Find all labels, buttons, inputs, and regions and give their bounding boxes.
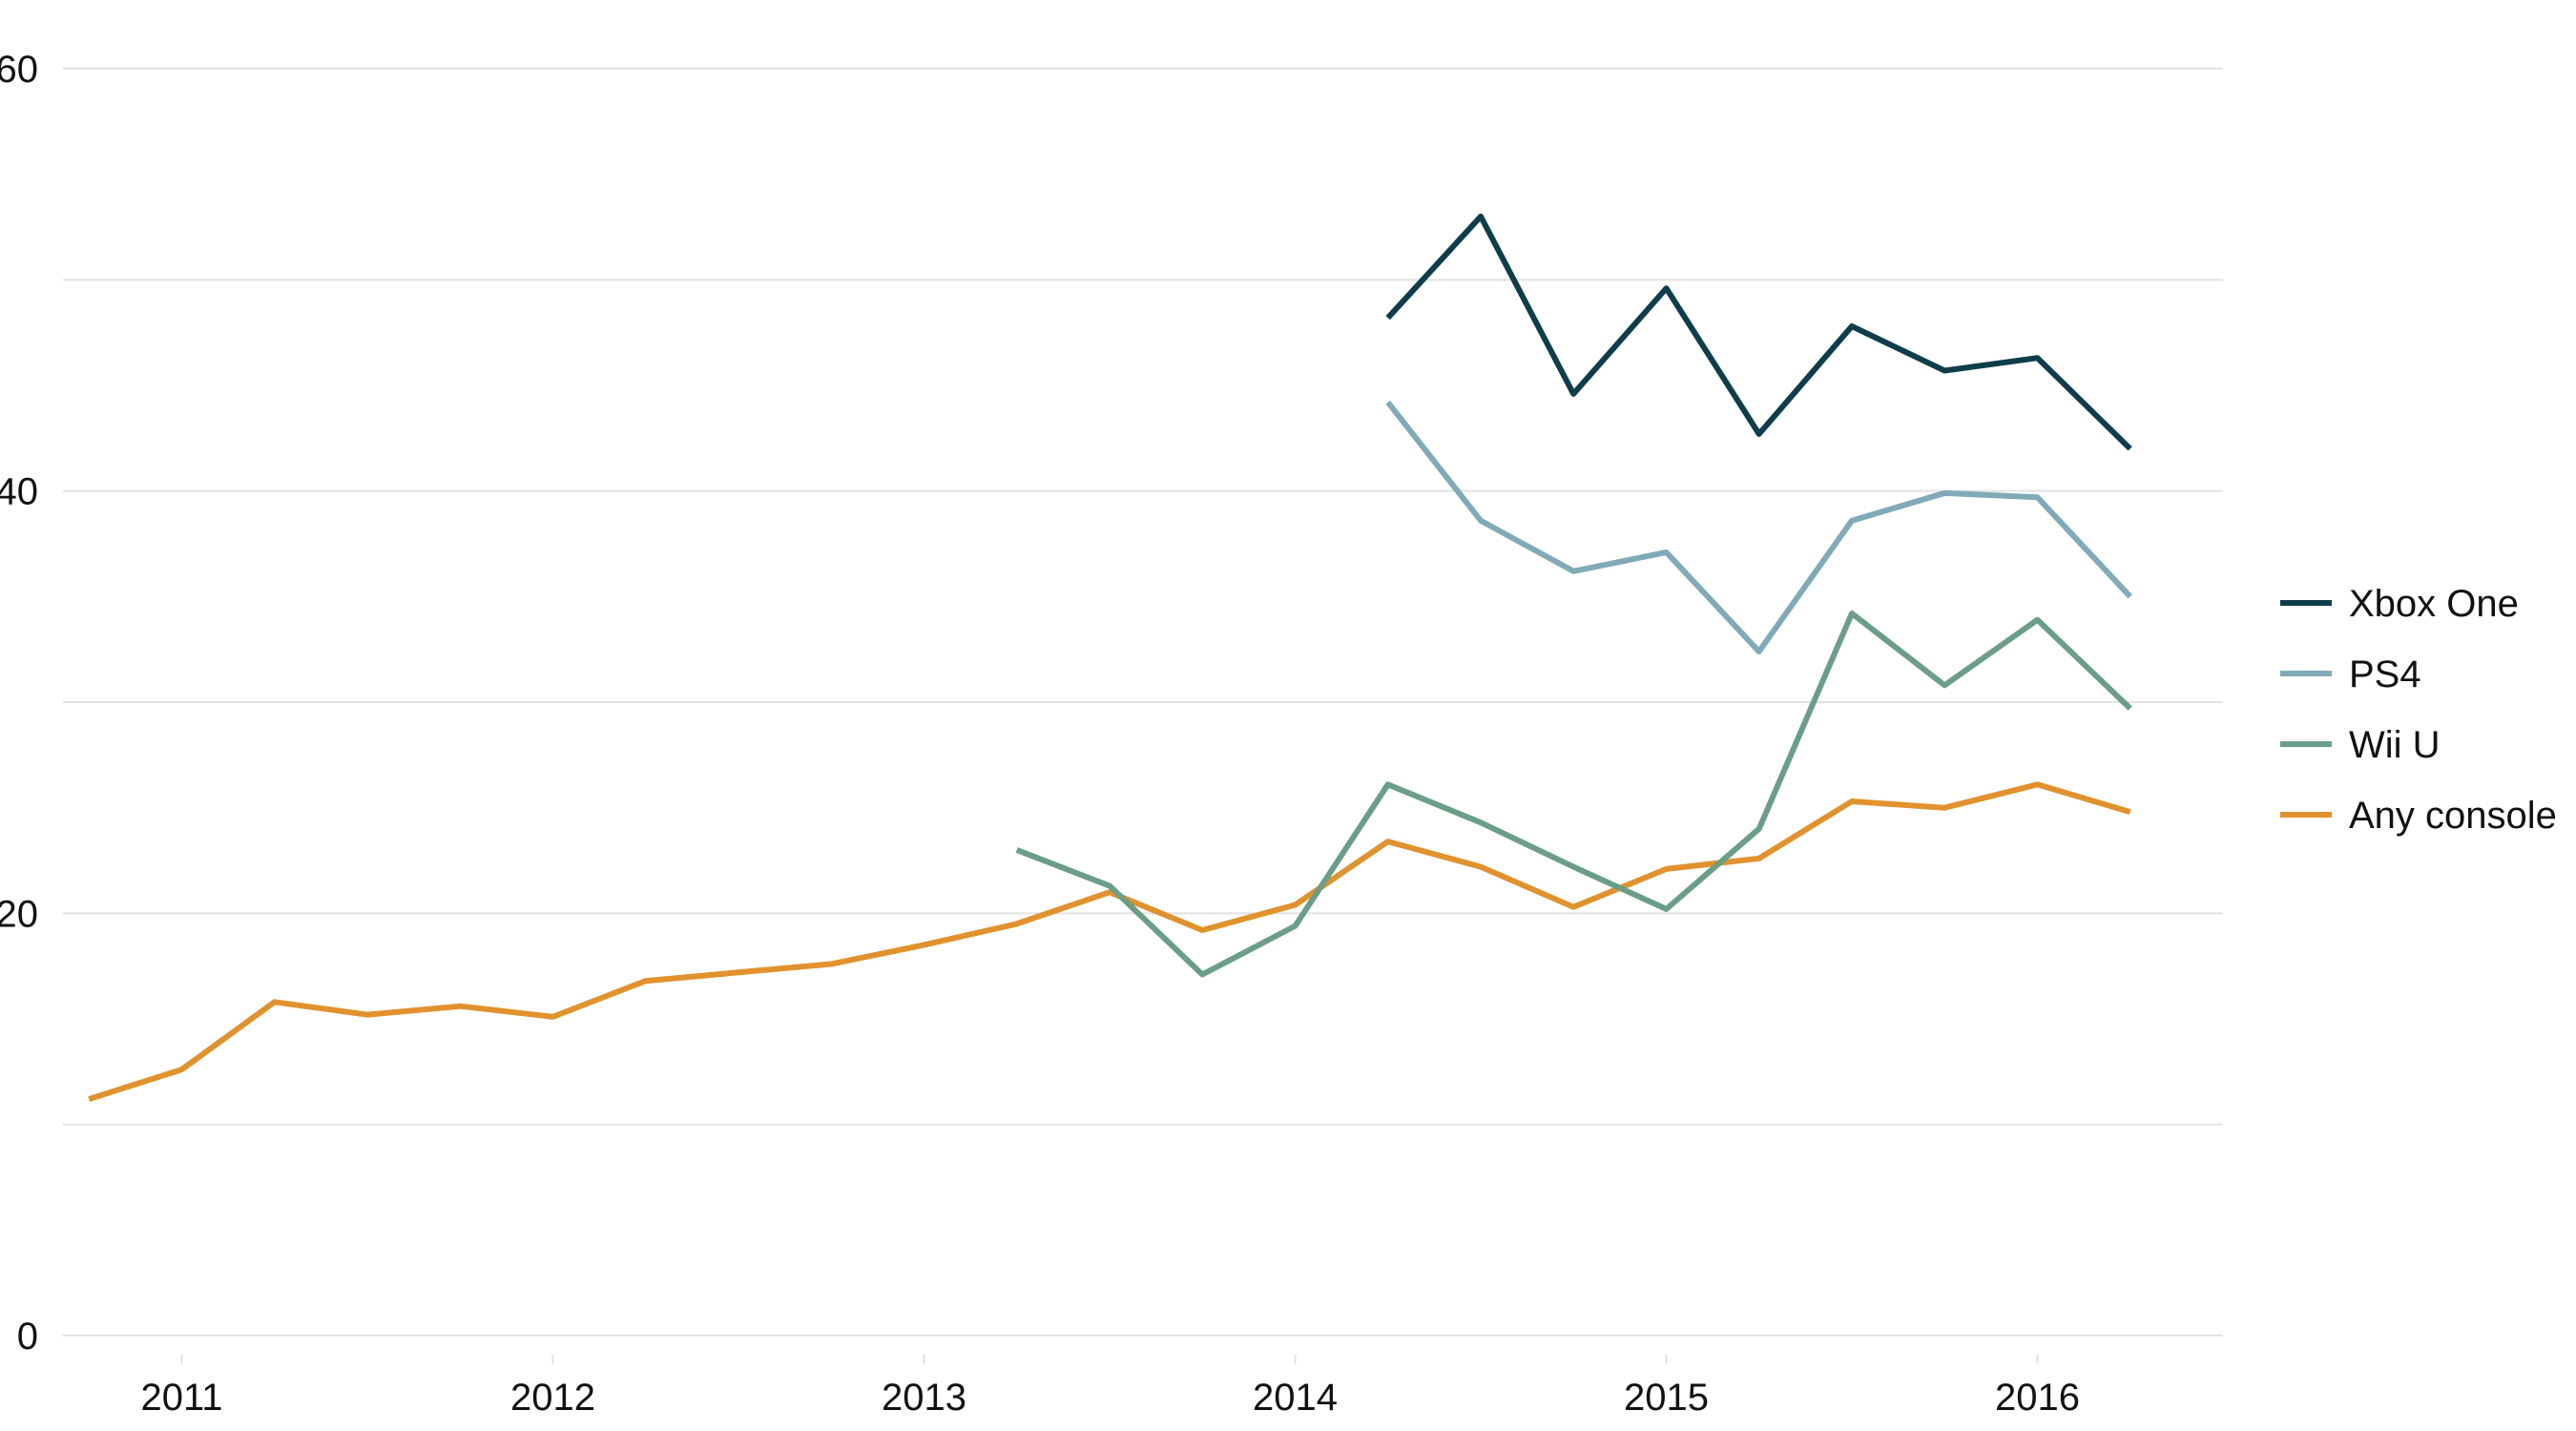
series-line-xbox-one [1385, 213, 2132, 451]
legend-label-any-console: Any console [2349, 795, 2557, 837]
x-tick-label: 2016 [1995, 1377, 2080, 1419]
legend-item-xbox-one: Xbox One [2280, 583, 2519, 625]
y-tick-label: 40 [0, 471, 38, 513]
x-tick-label: 2012 [510, 1377, 595, 1419]
gridlines [63, 68, 2223, 1337]
series-line-any-console [88, 781, 2131, 1102]
series-line-ps4 [1385, 400, 2132, 654]
legend-label-wii-u: Wii U [2349, 724, 2441, 766]
legend: Xbox One PS4 Wii U Any console [2280, 583, 2557, 837]
y-tick-label: 0 [17, 1316, 38, 1358]
x-tick-label: 2015 [1624, 1377, 1709, 1419]
legend-item-ps4: PS4 [2280, 653, 2421, 695]
x-axis-tick-labels: 2011 2012 2013 2014 2015 2016 [140, 1355, 2080, 1419]
series-lines [88, 213, 2132, 1102]
x-tick-label: 2014 [1253, 1377, 1338, 1419]
y-axis-tick-labels: 0 20 40 60 [0, 49, 38, 1358]
x-tick-label: 2013 [882, 1377, 966, 1419]
legend-label-ps4: PS4 [2349, 653, 2421, 695]
legend-item-wii-u: Wii U [2280, 724, 2441, 766]
legend-item-any-console: Any console [2280, 795, 2557, 837]
y-tick-label: 20 [0, 893, 38, 935]
series-line-wii-u [1015, 611, 2132, 978]
legend-label-xbox-one: Xbox One [2349, 583, 2519, 625]
x-tick-label: 2011 [140, 1377, 222, 1419]
y-tick-label: 60 [0, 49, 38, 91]
